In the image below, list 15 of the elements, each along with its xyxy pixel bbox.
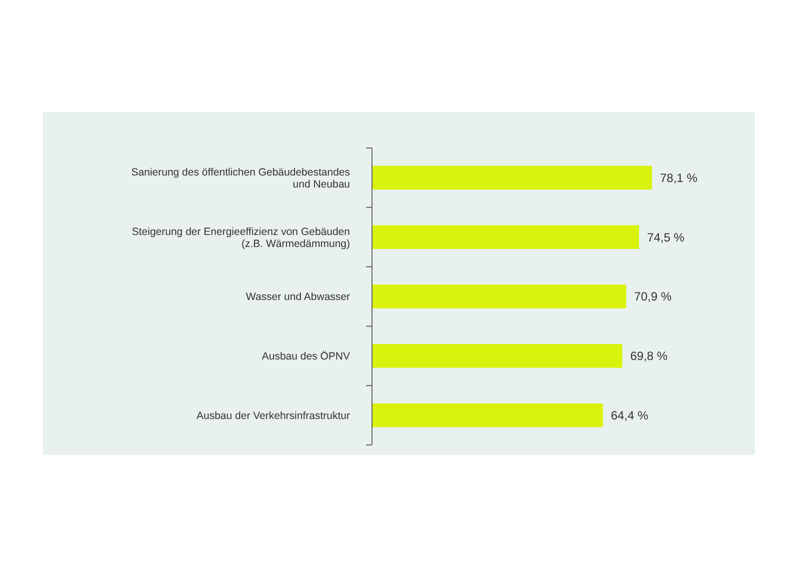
bar [372,225,640,249]
data-label: 64,4 % [610,408,649,422]
y-tick-label: Sanierung des öffentlichen Gebäudebestandes und Neubau [131,166,350,190]
data-label: 70,9 % [634,290,672,304]
bar [372,166,652,190]
y-tick-label: Steigerung der Energieeffizienz von Gebäuden (z.B. Wärmedämmung) [132,226,350,250]
bar [372,284,626,308]
data-label: 74,5 % [647,230,685,244]
bar [372,344,622,368]
data-label: 69,8 % [630,349,668,364]
y-tick-label: Ausbau des ÖPNV [262,350,350,363]
y-tick-label: Ausbau der Verkehrsinfrastruktur [196,410,350,422]
bar [372,403,603,428]
y-tick-label: Wasser und Abwasser [246,291,350,304]
data-label: 78,1 % [660,170,698,185]
